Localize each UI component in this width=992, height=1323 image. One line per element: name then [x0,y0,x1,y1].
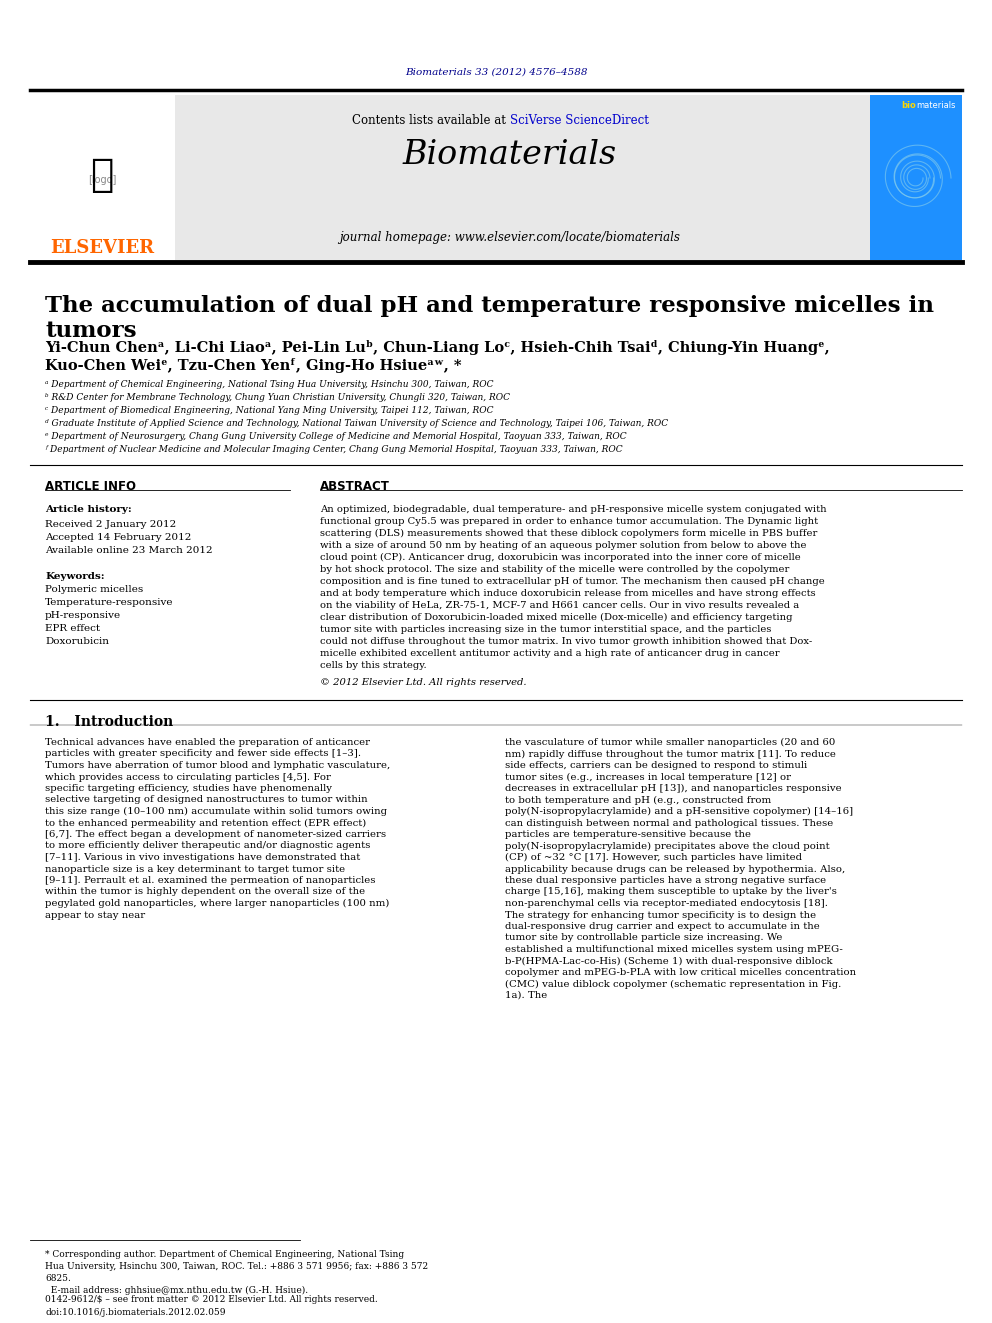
Text: E-mail address: ghhsiue@mx.nthu.edu.tw (G.-H. Hsiue).: E-mail address: ghhsiue@mx.nthu.edu.tw (… [45,1286,309,1295]
Text: with a size of around 50 nm by heating of an aqueous polymer solution from below: with a size of around 50 nm by heating o… [320,541,806,550]
Text: this size range (10–100 nm) accumulate within solid tumors owing: this size range (10–100 nm) accumulate w… [45,807,387,816]
Text: particles are temperature-sensitive because the: particles are temperature-sensitive beca… [505,830,751,839]
Text: to the enhanced permeability and retention effect (EPR effect): to the enhanced permeability and retenti… [45,819,366,828]
Text: to more efficiently deliver therapeutic and/or diagnostic agents: to more efficiently deliver therapeutic … [45,841,370,851]
Text: ᵈ Graduate Institute of Applied Science and Technology, National Taiwan Universi: ᵈ Graduate Institute of Applied Science … [45,419,669,429]
Text: cloud point (CP). Anticancer drug, doxorubicin was incorporated into the inner c: cloud point (CP). Anticancer drug, doxor… [320,553,801,562]
Text: 1a). The: 1a). The [505,991,548,1000]
Text: within the tumor is highly dependent on the overall size of the: within the tumor is highly dependent on … [45,888,365,897]
Text: tumor site with particles increasing size in the tumor interstitial space, and t: tumor site with particles increasing siz… [320,624,772,634]
Text: poly(N-isopropylacrylamide) and a pH-sensitive copolymer) [14–16]: poly(N-isopropylacrylamide) and a pH-sen… [505,807,853,816]
Text: which provides access to circulating particles [4,5]. For: which provides access to circulating par… [45,773,331,782]
Text: tumor site by controllable particle size increasing. We: tumor site by controllable particle size… [505,934,783,942]
Text: particles with greater specificity and fewer side effects [1–3].: particles with greater specificity and f… [45,750,361,758]
Text: decreases in extracellular pH [13]), and nanoparticles responsive: decreases in extracellular pH [13]), and… [505,785,841,792]
Text: [logo]: [logo] [88,175,116,185]
Text: ᵉ Department of Neurosurgery, Chang Gung University College of Medicine and Memo: ᵉ Department of Neurosurgery, Chang Gung… [45,433,627,441]
Text: copolymer and mPEG-b-PLA with low critical micelles concentration: copolymer and mPEG-b-PLA with low critic… [505,968,856,976]
Text: composition and is fine tuned to extracellular pH of tumor. The mechanism then c: composition and is fine tuned to extrace… [320,577,824,586]
Text: micelle exhibited excellent antitumor activity and a high rate of anticancer dru: micelle exhibited excellent antitumor ac… [320,650,780,658]
Text: Tumors have aberration of tumor blood and lymphatic vasculature,: Tumors have aberration of tumor blood an… [45,761,390,770]
Text: cells by this strategy.: cells by this strategy. [320,662,427,669]
Text: charge [15,16], making them susceptible to uptake by the liver's: charge [15,16], making them susceptible … [505,888,837,897]
Text: Polymeric micelles: Polymeric micelles [45,585,143,594]
Text: side effects, carriers can be designed to respond to stimuli: side effects, carriers can be designed t… [505,761,807,770]
Text: * Corresponding author. Department of Chemical Engineering, National Tsing: * Corresponding author. Department of Ch… [45,1250,404,1259]
Text: applicability because drugs can be released by hypothermia. Also,: applicability because drugs can be relea… [505,864,845,873]
Text: ᶜ Department of Biomedical Engineering, National Yang Ming University, Taipei 11: ᶜ Department of Biomedical Engineering, … [45,406,493,415]
Text: Keywords:: Keywords: [45,572,104,581]
Text: (CP) of ~32 °C [17]. However, such particles have limited: (CP) of ~32 °C [17]. However, such parti… [505,853,802,863]
Text: ABSTRACT: ABSTRACT [320,480,390,493]
Text: non-parenchymal cells via receptor-mediated endocytosis [18].: non-parenchymal cells via receptor-media… [505,900,828,908]
Text: functional group Cy5.5 was prepared in order to enhance tumor accumulation. The : functional group Cy5.5 was prepared in o… [320,517,818,527]
Text: and at body temperature which induce doxorubicin release from micelles and have : and at body temperature which induce dox… [320,589,815,598]
Text: the vasculature of tumor while smaller nanoparticles (20 and 60: the vasculature of tumor while smaller n… [505,738,835,747]
Text: [9–11]. Perrault et al. examined the permeation of nanoparticles: [9–11]. Perrault et al. examined the per… [45,876,376,885]
Text: Technical advances have enabled the preparation of anticancer: Technical advances have enabled the prep… [45,738,370,747]
Text: b-P(HPMA-Lac-co-His) (Scheme 1) with dual-responsive diblock: b-P(HPMA-Lac-co-His) (Scheme 1) with dua… [505,957,832,966]
Text: 1.   Introduction: 1. Introduction [45,714,174,729]
Text: materials: materials [916,101,955,110]
Text: ᶠ Department of Nuclear Medicine and Molecular Imaging Center, Chang Gung Memori: ᶠ Department of Nuclear Medicine and Mol… [45,445,623,454]
Text: [7–11]. Various in vivo investigations have demonstrated that: [7–11]. Various in vivo investigations h… [45,853,360,863]
Text: Hua University, Hsinchu 300, Taiwan, ROC. Tel.: +886 3 571 9956; fax: +886 3 572: Hua University, Hsinchu 300, Taiwan, ROC… [45,1262,429,1271]
Text: Doxorubicin: Doxorubicin [45,636,109,646]
Text: ᵇ R&D Center for Membrane Technology, Chung Yuan Christian University, Chungli 3: ᵇ R&D Center for Membrane Technology, Ch… [45,393,510,402]
Bar [870,95,962,261]
Text: Yi-Chun Chenᵃ, Li-Chi Liaoᵃ, Pei-Lin Luᵇ, Chun-Liang Loᶜ, Hsieh-Chih Tsaiᵈ, Chiu: Yi-Chun Chenᵃ, Li-Chi Liaoᵃ, Pei-Lin Luᵇ… [45,340,829,355]
Text: Biomaterials 33 (2012) 4576–4588: Biomaterials 33 (2012) 4576–4588 [405,67,587,77]
Text: An optimized, biodegradable, dual temperature- and pH-responsive micelle system : An optimized, biodegradable, dual temper… [320,505,826,515]
Text: Received 2 January 2012: Received 2 January 2012 [45,520,177,529]
Text: scattering (DLS) measurements showed that these diblock copolymers form micelle : scattering (DLS) measurements showed tha… [320,529,817,538]
Text: The accumulation of dual pH and temperature responsive micelles in tumors: The accumulation of dual pH and temperat… [45,295,934,343]
Text: (CMC) value diblock copolymer (schematic representation in Fig.: (CMC) value diblock copolymer (schematic… [505,979,841,988]
Text: established a multifunctional mixed micelles system using mPEG-: established a multifunctional mixed mice… [505,945,843,954]
Text: © 2012 Elsevier Ltd. All rights reserved.: © 2012 Elsevier Ltd. All rights reserved… [320,677,527,687]
Bar [30,95,175,261]
Text: EPR effect: EPR effect [45,624,100,632]
Text: clear distribution of Doxorubicin-loaded mixed micelle (Dox-micelle) and efficie: clear distribution of Doxorubicin-loaded… [320,613,793,622]
Text: on the viability of HeLa, ZR-75-1, MCF-7 and H661 cancer cells. Our in vivo resu: on the viability of HeLa, ZR-75-1, MCF-7… [320,601,800,610]
Text: could not diffuse throughout the tumor matrix. In vivo tumor growth inhibition s: could not diffuse throughout the tumor m… [320,636,812,646]
Text: 6825.: 6825. [45,1274,70,1283]
Text: pegylated gold nanoparticles, where larger nanoparticles (100 nm): pegylated gold nanoparticles, where larg… [45,900,390,908]
Text: ARTICLE INFO: ARTICLE INFO [45,480,136,493]
Text: doi:10.1016/j.biomaterials.2012.02.059: doi:10.1016/j.biomaterials.2012.02.059 [45,1308,225,1316]
Text: journal homepage: www.elsevier.com/locate/biomaterials: journal homepage: www.elsevier.com/locat… [339,232,681,245]
Text: Temperature-responsive: Temperature-responsive [45,598,174,607]
Bar [30,95,962,261]
Text: Contents lists available at: Contents lists available at [352,114,510,127]
Text: specific targeting efficiency, studies have phenomenally: specific targeting efficiency, studies h… [45,785,332,792]
Text: dual-responsive drug carrier and expect to accumulate in the: dual-responsive drug carrier and expect … [505,922,819,931]
Text: poly(N-isopropylacrylamide) precipitates above the cloud point: poly(N-isopropylacrylamide) precipitates… [505,841,829,851]
Text: can distinguish between normal and pathological tissues. These: can distinguish between normal and patho… [505,819,833,827]
Text: ᵃ Department of Chemical Engineering, National Tsing Hua University, Hsinchu 300: ᵃ Department of Chemical Engineering, Na… [45,380,493,389]
Text: Kuo-Chen Weiᵉ, Tzu-Chen Yenᶠ, Ging-Ho Hsiueᵃʷ, *: Kuo-Chen Weiᵉ, Tzu-Chen Yenᶠ, Ging-Ho Hs… [45,359,461,373]
Text: selective targeting of designed nanostructures to tumor within: selective targeting of designed nanostru… [45,795,368,804]
Text: Available online 23 March 2012: Available online 23 March 2012 [45,546,212,556]
Text: nm) rapidly diffuse throughout the tumor matrix [11]. To reduce: nm) rapidly diffuse throughout the tumor… [505,750,836,758]
Text: by hot shock protocol. The size and stability of the micelle were controlled by : by hot shock protocol. The size and stab… [320,565,790,574]
Text: Biomaterials: Biomaterials [403,139,617,171]
Text: appear to stay near: appear to stay near [45,910,145,919]
Text: ELSEVIER: ELSEVIER [50,239,154,257]
Text: SciVerse ScienceDirect: SciVerse ScienceDirect [510,114,649,127]
Text: The strategy for enhancing tumor specificity is to design the: The strategy for enhancing tumor specifi… [505,910,816,919]
Text: [6,7]. The effect began a development of nanometer-sized carriers: [6,7]. The effect began a development of… [45,830,386,839]
Text: tumor sites (e.g., increases in local temperature [12] or: tumor sites (e.g., increases in local te… [505,773,791,782]
Text: bio: bio [902,101,916,110]
Text: nanoparticle size is a key determinant to target tumor site: nanoparticle size is a key determinant t… [45,864,345,873]
Text: to both temperature and pH (e.g., constructed from: to both temperature and pH (e.g., constr… [505,795,771,804]
Text: Article history:: Article history: [45,505,132,515]
Text: Accepted 14 February 2012: Accepted 14 February 2012 [45,533,191,542]
Text: 0142-9612/$ – see front matter © 2012 Elsevier Ltd. All rights reserved.: 0142-9612/$ – see front matter © 2012 El… [45,1295,378,1304]
Text: these dual responsive particles have a strong negative surface: these dual responsive particles have a s… [505,876,826,885]
Text: pH-responsive: pH-responsive [45,611,121,620]
Text: 🌳: 🌳 [90,156,114,194]
